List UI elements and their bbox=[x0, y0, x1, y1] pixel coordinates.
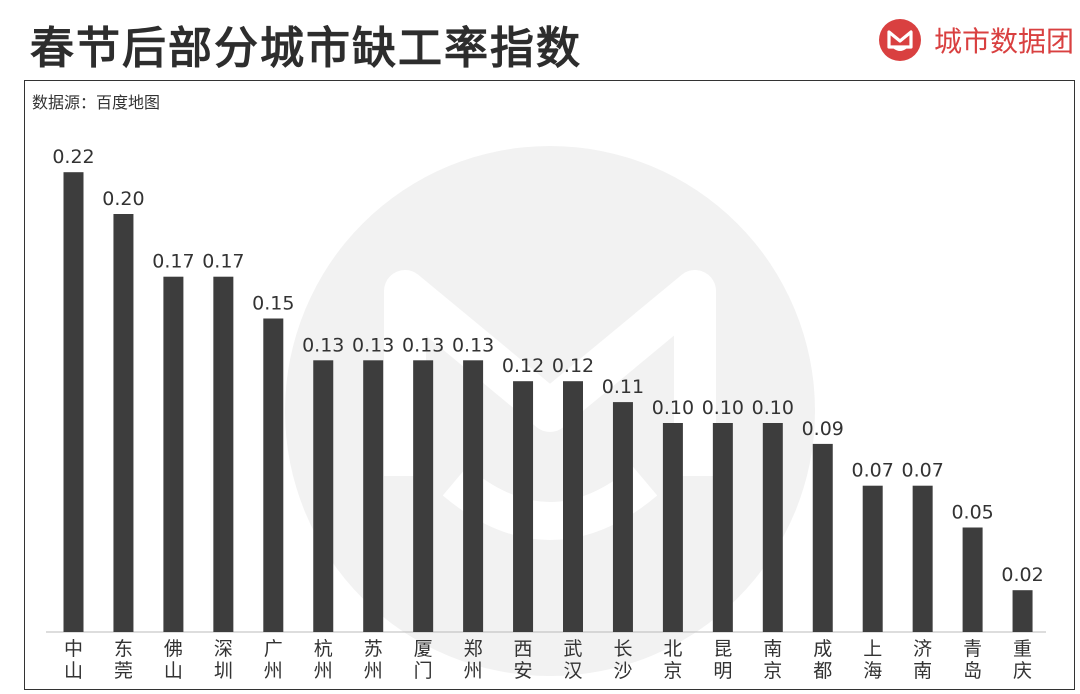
bar bbox=[1012, 590, 1033, 632]
data-label: 0.10 bbox=[752, 397, 794, 419]
bar bbox=[513, 381, 534, 632]
bar bbox=[313, 360, 334, 632]
x-tick-label: 深圳 bbox=[214, 638, 233, 682]
bar bbox=[563, 381, 583, 632]
bar bbox=[662, 423, 683, 632]
data-label: 0.12 bbox=[502, 355, 544, 377]
data-label: 0.10 bbox=[702, 397, 744, 419]
data-label: 0.22 bbox=[52, 146, 94, 168]
x-tick-label: 昆明 bbox=[713, 638, 732, 682]
bar bbox=[263, 318, 284, 632]
x-tick-label: 西安 bbox=[514, 638, 533, 682]
x-tick-label: 中山 bbox=[64, 638, 83, 682]
bar bbox=[163, 276, 184, 632]
x-tick-label: 杭州 bbox=[314, 638, 333, 682]
data-label: 0.11 bbox=[602, 376, 644, 398]
bar bbox=[612, 402, 633, 632]
x-tick-label: 武汉 bbox=[563, 638, 582, 682]
data-label: 0.20 bbox=[102, 188, 144, 210]
data-label: 0.13 bbox=[452, 334, 494, 356]
brand-name: 城市数据团 bbox=[933, 25, 1074, 58]
data-label: 0.15 bbox=[252, 293, 294, 315]
x-tick-label: 青岛 bbox=[963, 638, 982, 682]
x-tick-label: 上海 bbox=[863, 638, 882, 682]
data-label: 0.07 bbox=[901, 460, 943, 482]
bar bbox=[363, 360, 384, 632]
data-label: 0.12 bbox=[552, 355, 594, 377]
bar bbox=[762, 423, 783, 632]
x-tick-label: 北京 bbox=[663, 638, 682, 682]
data-label: 0.10 bbox=[652, 397, 694, 419]
x-tick-label: 重庆 bbox=[1013, 638, 1032, 682]
bar bbox=[912, 485, 933, 632]
x-tick-label: 厦门 bbox=[414, 638, 433, 682]
data-label: 0.13 bbox=[402, 334, 444, 356]
data-label: 0.09 bbox=[802, 418, 844, 440]
bar-chart: 0.22 中山 0.20 东莞 0.17 佛山 0.17 深圳 0.15 广州 0.13 杭州 0.13… bbox=[46, 146, 1046, 682]
x-tick-label: 济南 bbox=[913, 638, 932, 682]
bar bbox=[812, 443, 833, 632]
x-tick-label: 广州 bbox=[264, 638, 283, 682]
bar bbox=[413, 360, 434, 632]
data-label: 0.07 bbox=[852, 460, 894, 482]
brand: 城市数据团 bbox=[878, 18, 1074, 62]
chart-title: 春节后部分城市缺工率指数 bbox=[30, 23, 582, 74]
data-label: 0.02 bbox=[1001, 564, 1043, 586]
x-tick-label: 成都 bbox=[813, 638, 832, 682]
data-label: 0.13 bbox=[302, 334, 344, 356]
x-tick-label: 南京 bbox=[763, 638, 782, 682]
bar bbox=[113, 214, 134, 632]
data-label: 0.17 bbox=[152, 251, 194, 273]
bar bbox=[63, 172, 84, 632]
chart-frame: 0.22 中山 0.20 东莞 0.17 佛山 0.17 深圳 0.15 广州 0.13 杭州 0.13… bbox=[24, 80, 1075, 690]
x-tick-label: 长沙 bbox=[613, 638, 632, 682]
fox-logo-icon bbox=[878, 19, 921, 61]
bar bbox=[213, 276, 234, 632]
x-tick-label: 佛山 bbox=[164, 638, 183, 682]
source-note: 数据源：百度地图 bbox=[32, 93, 161, 112]
x-tick-label: 郑州 bbox=[464, 638, 483, 682]
data-label: 0.05 bbox=[951, 502, 993, 524]
data-label: 0.17 bbox=[202, 251, 244, 273]
bar bbox=[712, 423, 733, 632]
bar bbox=[463, 360, 484, 632]
data-label: 0.13 bbox=[352, 334, 394, 356]
x-tick-label: 苏州 bbox=[364, 638, 383, 682]
x-tick-label: 东莞 bbox=[114, 638, 133, 682]
bar bbox=[862, 485, 883, 632]
bar bbox=[962, 527, 983, 632]
